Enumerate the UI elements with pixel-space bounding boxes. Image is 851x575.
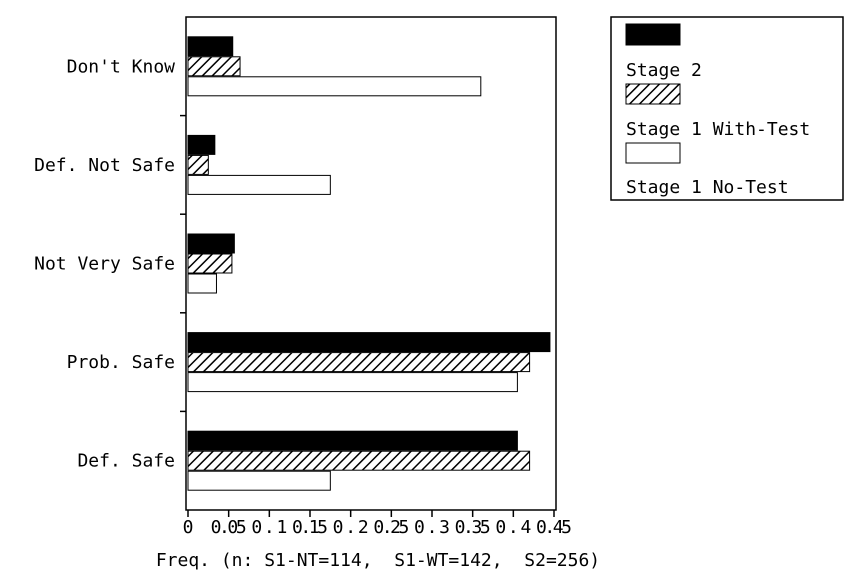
legend-label-stage-1-with-test: Stage 1 With-Test (626, 119, 810, 140)
legend-swatch-stage-1-no-test (625, 142, 681, 164)
legend-label-stage-1-no-test: Stage 1 No-Test (626, 177, 789, 198)
bar-stage-1-with-test-don-t-know (187, 56, 241, 77)
bar-stage-1-no-test-def-safe (187, 470, 331, 491)
bar-stage-1-with-test-prob-safe (187, 352, 531, 373)
legend-swatch-stage-1-with-test (625, 83, 681, 105)
bar-stage-1-no-test-not-very-safe (187, 273, 217, 294)
bar-stage-2-prob-safe (187, 332, 551, 353)
bar-stage-2-def-not-safe (187, 134, 216, 155)
category-label-not-very-safe: Not Very Safe (34, 254, 175, 275)
category-label-don-t-know: Don't Know (67, 56, 176, 77)
legend: Stage 2 Stage 1 With-Test Stage 1 No-Tes… (610, 16, 844, 201)
bar-stage-2-not-very-safe (187, 233, 235, 254)
x-tick-label: 0.1 (251, 517, 287, 538)
x-tick-label: 0.35 (455, 517, 491, 538)
x-tick-label: 0.05 (211, 517, 247, 538)
plot-frame (185, 16, 557, 511)
x-tick-label: 0.3 (414, 517, 450, 538)
x-tick-label: 0.25 (373, 517, 409, 538)
legend-swatch-stage-2 (625, 23, 681, 46)
bar-stage-1-with-test-not-very-safe (187, 253, 233, 274)
category-label-def-not-safe: Def. Not Safe (34, 155, 175, 176)
bar-stage-1-no-test-def-not-safe (187, 174, 331, 195)
x-tick-label: 0.45 (536, 517, 572, 538)
bar-stage-1-with-test-def-not-safe (187, 154, 209, 175)
bar-stage-1-with-test-def-safe (187, 450, 531, 471)
bar-stage-2-don-t-know (187, 36, 234, 57)
x-tick-label: 0.4 (495, 517, 531, 538)
bar-stage-1-no-test-don-t-know (187, 76, 482, 97)
x-tick-label: 0.2 (333, 517, 369, 538)
x-tick-label: 0.15 (292, 517, 328, 538)
x-tick-label: 0 (183, 517, 194, 538)
category-label-prob-safe: Prob. Safe (67, 352, 175, 373)
legend-label-stage-2: Stage 2 (626, 60, 702, 81)
x-axis-label: Freq. (n: S1-NT=114, S1-WT=142, S2=256) (156, 550, 600, 571)
bar-stage-1-no-test-prob-safe (187, 372, 518, 393)
category-label-def-safe: Def. Safe (77, 451, 175, 472)
bar-stage-2-def-safe (187, 430, 518, 451)
legend-frame (610, 16, 844, 201)
